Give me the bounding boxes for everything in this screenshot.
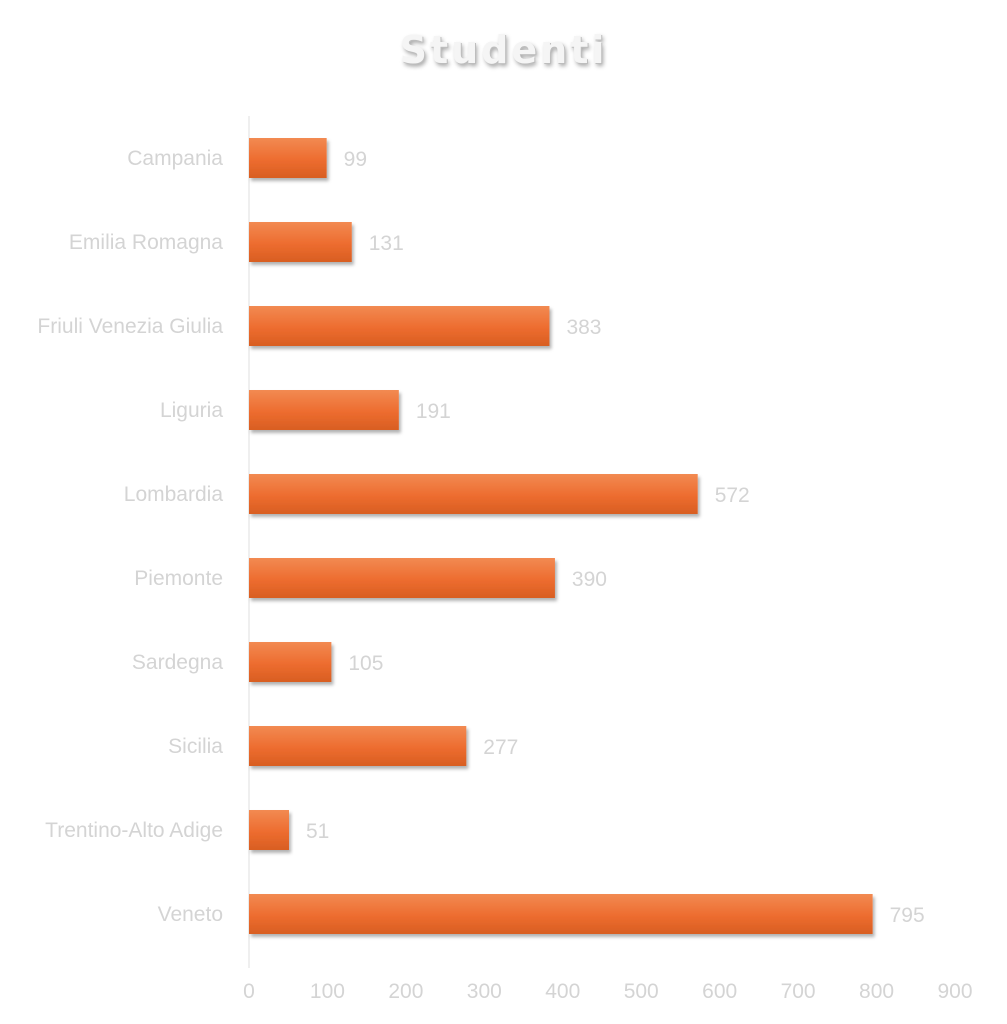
category-label: Liguria [160,399,223,422]
bar [249,138,327,178]
bar [249,810,290,850]
bar [249,642,332,682]
data-label: 51 [306,820,329,843]
x-tick-label: 200 [388,980,423,1003]
data-label: 105 [348,652,383,675]
data-label: 572 [715,484,750,507]
category-label: Sicilia [168,735,223,758]
x-tick-label: 800 [859,980,894,1003]
bar [249,306,550,346]
category-label: Piemonte [134,567,223,590]
category-label: Campania [127,147,223,170]
bar [249,726,467,766]
category-label: Lombardia [124,483,224,506]
bar [249,390,399,430]
x-tick-label: 0 [243,980,255,1003]
bar-layer [249,138,873,934]
x-tick-label: 600 [702,980,737,1003]
chart-title: Studenti [399,28,608,72]
data-label: 191 [416,400,451,423]
data-label: 99 [344,148,367,171]
x-tick-label: 500 [624,980,659,1003]
x-tick-label: 700 [781,980,816,1003]
category-label: Friuli Venezia Giulia [37,315,223,338]
category-label: Veneto [158,903,223,926]
bar [249,894,873,934]
bar [249,474,698,514]
x-tick-label: 300 [467,980,502,1003]
category-label: Trentino-Alto Adige [45,819,223,842]
bar [249,222,352,262]
data-label: 390 [572,568,607,591]
x-tick-label: 900 [937,980,972,1003]
data-label: 795 [890,904,925,927]
label-layer: 0 100 200 300 400 500 600 700 800 900 Campania 99 Em… [37,147,972,1003]
data-label: 383 [566,316,601,339]
x-tick-label: 400 [545,980,580,1003]
category-label: Sardegna [132,651,223,674]
x-tick-label: 100 [310,980,345,1003]
category-label: Emilia Romagna [69,231,223,254]
bar [249,558,555,598]
data-label: 277 [483,736,518,759]
data-label: 131 [369,232,404,255]
